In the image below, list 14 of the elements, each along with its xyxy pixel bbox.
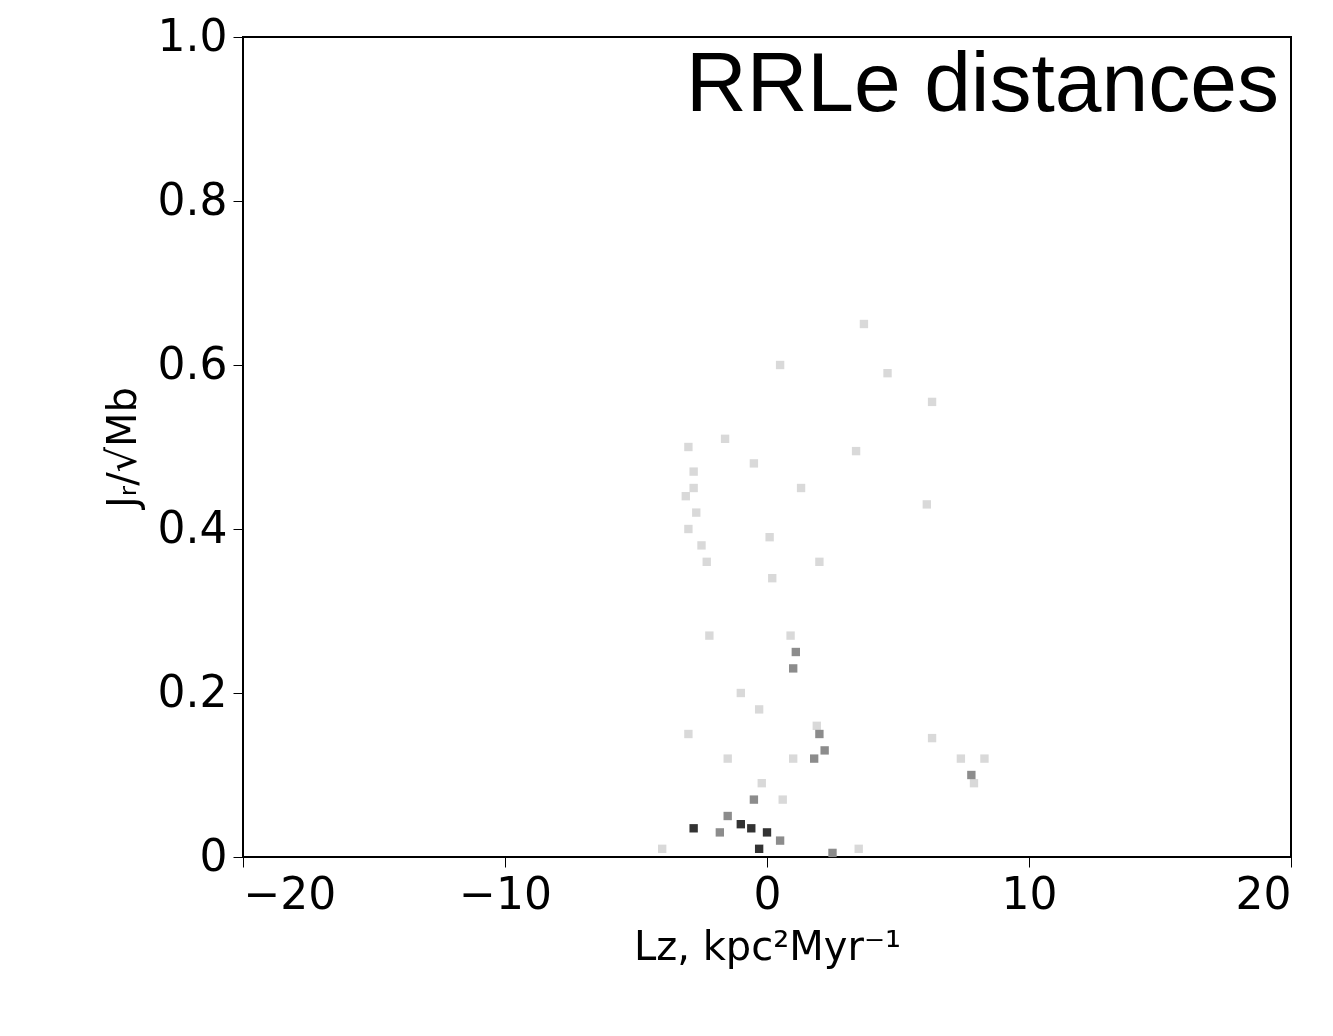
x-tick-label: 20 (1235, 867, 1292, 919)
x-tick-label: −10 (459, 867, 552, 919)
y-tick-label: 0.4 (157, 501, 228, 553)
x-tick-label: 10 (1001, 867, 1058, 919)
x-axis-title: Lz, kpc²Myr⁻¹ (633, 922, 902, 969)
y-tick-label: 0.6 (157, 337, 228, 389)
x-tick-label: 0 (753, 867, 782, 919)
y-tick-label: 0.8 (157, 173, 228, 225)
x-tick-label: −20 (243, 867, 337, 919)
y-tick-label: 1.0 (157, 9, 228, 61)
annotation: RRLe distances (686, 35, 1279, 129)
y-tick-label: 0 (199, 829, 228, 881)
y-axis-title: Jᵣ/√Mb (98, 386, 145, 512)
y-tick-label: 0.2 (157, 665, 228, 717)
